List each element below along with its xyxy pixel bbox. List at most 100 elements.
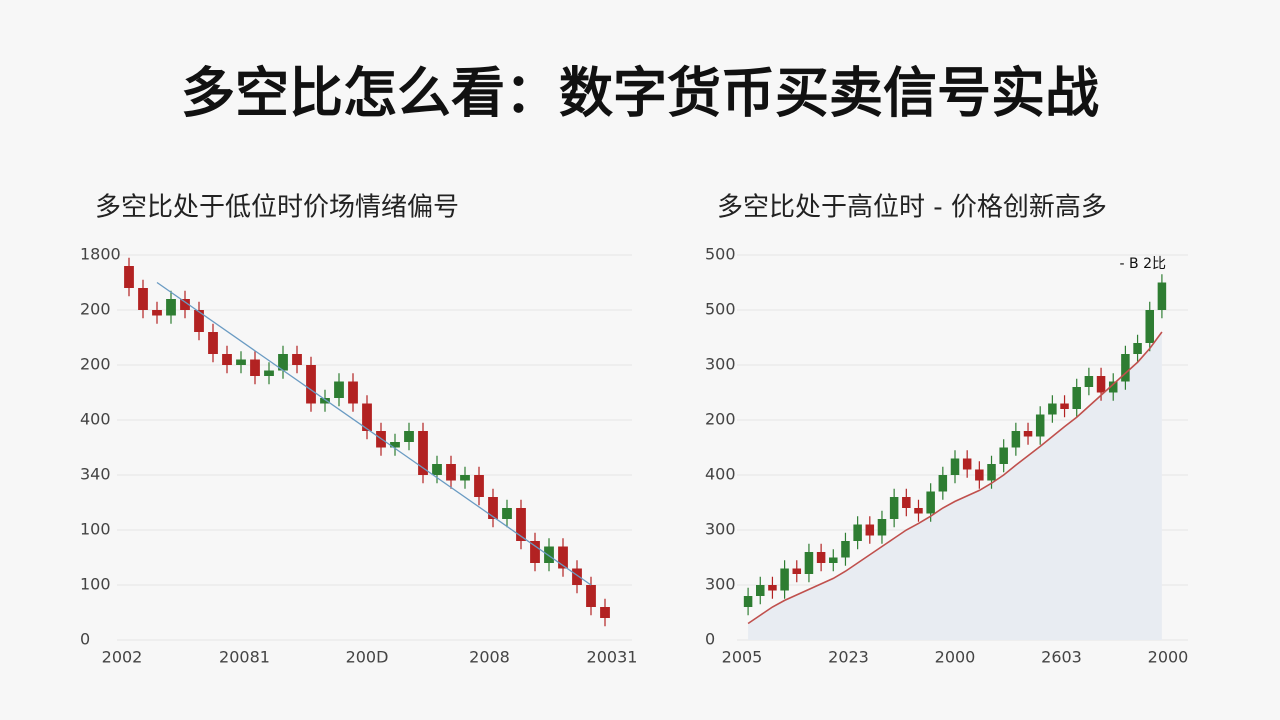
candle-body	[816, 552, 826, 563]
candle-body	[278, 354, 288, 371]
y-tick-label: 0	[80, 630, 90, 649]
y-tick-label: 100	[80, 520, 111, 539]
candle-body	[488, 497, 498, 519]
y-tick-label: 400	[705, 465, 736, 484]
x-tick-label: 2005	[722, 648, 763, 667]
y-tick-label: 200	[705, 410, 736, 429]
candle-body	[865, 524, 875, 536]
candle-body	[1072, 387, 1081, 409]
candle-body	[362, 403, 372, 431]
ma-area	[748, 332, 1162, 640]
candle-body	[320, 398, 330, 404]
candle-body	[1023, 431, 1033, 437]
x-tick-label: 2002	[102, 648, 143, 667]
candle-body	[792, 568, 802, 574]
candle-body	[572, 568, 582, 585]
trend-line	[156, 281, 592, 586]
candle-body	[1035, 414, 1045, 437]
candle-body	[841, 541, 850, 558]
candle-body	[804, 552, 814, 574]
candle-body	[446, 464, 456, 481]
chart-title: 多空比处于高位时 - 价格创新高多	[717, 193, 1107, 223]
x-tick-label: 20081	[219, 648, 270, 667]
annotation: - B 2比	[1120, 256, 1166, 272]
candle-body	[600, 607, 610, 618]
x-tick-label: 200D	[346, 648, 389, 667]
candle-body	[502, 508, 512, 519]
x-tick-label: 20031	[587, 648, 638, 667]
candle-body	[768, 585, 777, 591]
y-tick-label: 500	[705, 245, 736, 264]
candle-body	[292, 354, 302, 365]
candle-body	[334, 381, 344, 398]
candle-body	[829, 557, 838, 563]
candle-body	[418, 431, 428, 475]
candle-body	[950, 458, 960, 475]
candle-body	[474, 475, 484, 497]
candle-body	[1108, 381, 1118, 393]
y-tick-label: 500	[705, 300, 736, 319]
candle-body	[432, 464, 442, 475]
candle-body	[962, 458, 972, 470]
candle-body	[853, 524, 862, 541]
candle-body	[194, 310, 204, 332]
y-tick-label: 0	[705, 630, 715, 649]
y-tick-label: 200	[80, 300, 111, 319]
candle-body	[348, 381, 358, 404]
candle-body	[264, 370, 274, 376]
y-tick-label: 100	[80, 575, 111, 594]
y-tick-label: 400	[80, 410, 111, 429]
candle-body	[1011, 431, 1021, 448]
x-tick-label: 2008	[469, 648, 510, 667]
candle-body	[902, 497, 911, 508]
y-tick-label: 1800	[80, 245, 121, 264]
candle-body	[1157, 282, 1167, 310]
candle-body	[743, 596, 753, 607]
candle-body	[877, 519, 887, 536]
candle-body	[1133, 343, 1142, 354]
candle-body	[460, 475, 470, 481]
y-tick-label: 300	[705, 355, 736, 374]
page-title: 多空比怎么看：数字货币买卖信号实战	[181, 62, 1099, 125]
candle-body	[250, 359, 260, 376]
y-tick-label: 200	[80, 355, 111, 374]
candle-body	[530, 541, 540, 563]
y-tick-label: 300	[705, 520, 736, 539]
x-tick-label: 2000	[1148, 648, 1189, 667]
candle-body	[1084, 376, 1094, 387]
candle-body	[390, 442, 400, 448]
ma-line	[747, 331, 1163, 625]
candle-body	[138, 288, 148, 310]
candle-body	[987, 464, 996, 481]
candle-body	[306, 365, 316, 404]
candle-body	[926, 491, 935, 514]
candle-body	[222, 354, 232, 365]
x-tick-label: 2023	[828, 648, 869, 667]
y-tick-label: 340	[80, 465, 111, 484]
candle-body	[544, 546, 554, 563]
chart-title: 多空比处于低位时价场情绪偏号	[95, 193, 459, 223]
candle-body	[586, 585, 596, 607]
x-tick-label: 2603	[1041, 648, 1082, 667]
candle-body	[558, 546, 568, 569]
candle-body	[999, 447, 1008, 464]
candle-body	[236, 359, 246, 365]
candle-body	[755, 585, 765, 596]
y-tick-label: 300	[705, 575, 736, 594]
candle-body	[975, 469, 984, 481]
candle-body	[124, 266, 134, 288]
candle-body	[1145, 310, 1155, 343]
x-tick-label: 2000	[935, 648, 976, 667]
candle-body	[166, 299, 176, 316]
candle-body	[208, 332, 218, 354]
candle-body	[889, 497, 899, 519]
candle-body	[780, 568, 789, 591]
candle-body	[1048, 403, 1057, 415]
candle-body	[914, 508, 923, 514]
candle-body	[180, 299, 190, 310]
candle-body	[1096, 376, 1106, 393]
candle-body	[152, 310, 162, 316]
candle-body	[404, 431, 414, 442]
candle-body	[1121, 354, 1130, 382]
